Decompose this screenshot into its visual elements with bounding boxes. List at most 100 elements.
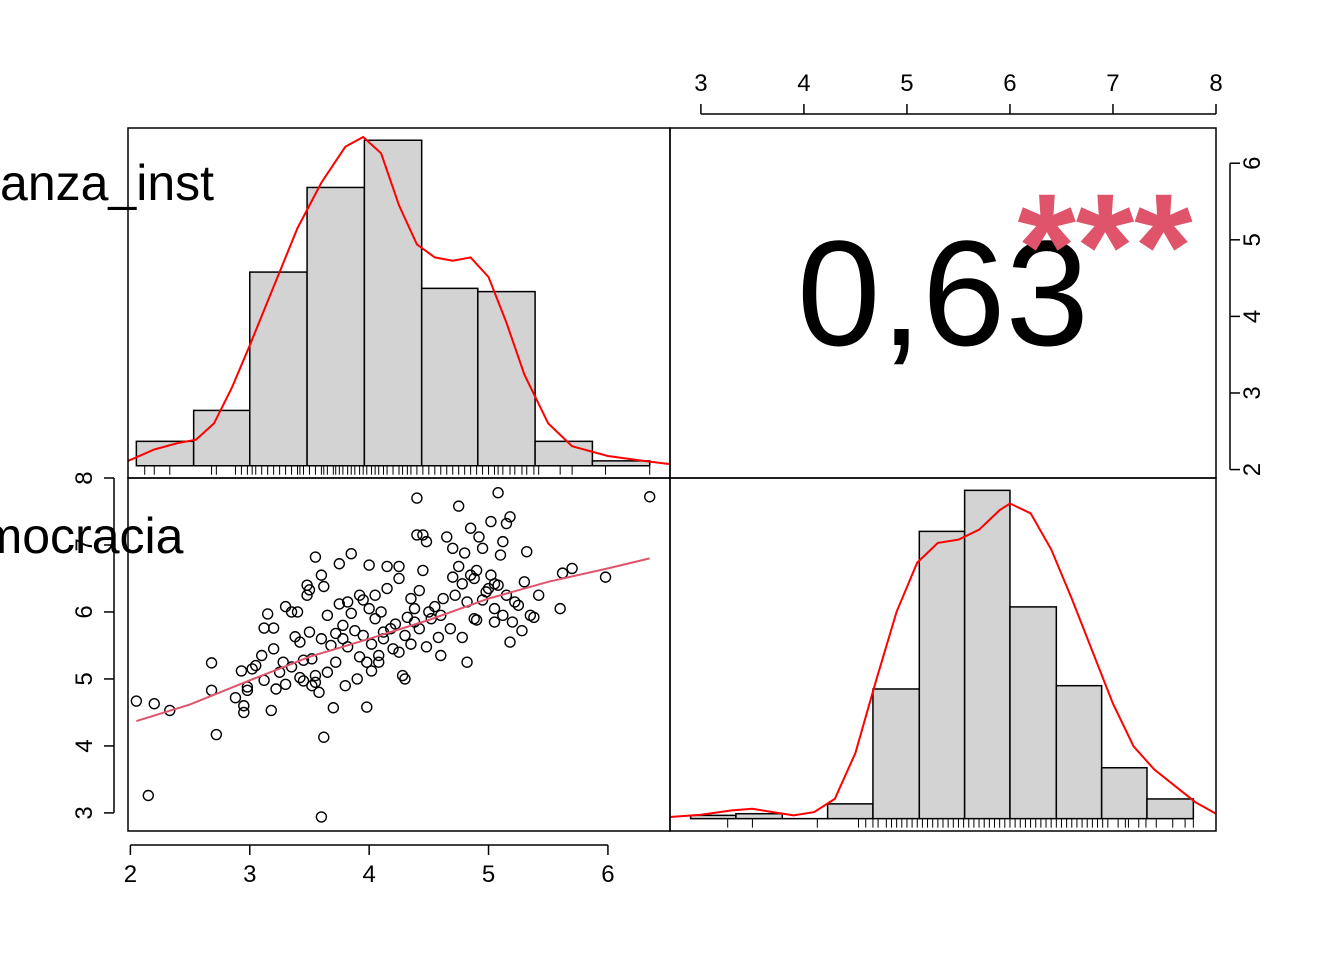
y-axis-right-tick-label: 5: [1239, 233, 1266, 246]
scatter-point: [294, 636, 306, 648]
scatter-point: [303, 584, 316, 596]
scatter-point: [345, 547, 357, 560]
scatter-point: [506, 616, 519, 628]
histogram-panel-sub-democracia: sub_democracia: [0, 489, 1217, 828]
scatter-point: [205, 657, 218, 669]
scatter-point: [246, 663, 258, 675]
scatter-point: [306, 679, 318, 692]
scatter-point: [411, 529, 423, 541]
density-curve: [669, 502, 1217, 818]
correlation-value: 0,63: [797, 209, 1089, 377]
scatter-point: [417, 529, 429, 541]
scatter-point: [387, 643, 399, 655]
histogram-bar: [1055, 684, 1103, 820]
scatter-point: [333, 558, 346, 570]
frame-bottom-right: [669, 477, 1217, 832]
scatter-point: [417, 564, 429, 577]
frame-bottom-left: [127, 477, 671, 832]
scatter-point: [447, 542, 459, 555]
scatter-point: [351, 673, 363, 685]
scatter-point: [142, 789, 154, 802]
scatter-point: [164, 704, 176, 717]
scatter-point: [361, 701, 373, 713]
y-axis-left-tick-label: 8: [71, 471, 98, 484]
scatter-panel: [130, 487, 656, 823]
x-axis-bottom-tick-label: 5: [482, 861, 495, 888]
scatter-point: [405, 592, 417, 605]
scatter-point: [532, 589, 545, 601]
scatter-point: [373, 656, 385, 668]
scatter-point: [250, 659, 262, 672]
x-axis-top-tick-label: 3: [694, 70, 707, 97]
scatter-point: [435, 649, 447, 662]
scatter-point: [258, 622, 270, 634]
scatter-point: [452, 560, 465, 573]
scatter-point: [405, 638, 417, 650]
scatter-point: [485, 515, 497, 528]
histogram-bar: [1009, 606, 1058, 820]
scatter-point: [444, 623, 457, 635]
histogram-bar: [306, 186, 366, 467]
scatter-point: [339, 679, 351, 692]
scatter-point: [556, 567, 569, 579]
scatter-point: [148, 698, 160, 710]
x-axis-bottom-tick-label: 6: [601, 861, 614, 888]
scatter-point: [500, 517, 513, 530]
histogram-bar: [826, 803, 874, 820]
scatter-point: [318, 580, 330, 593]
scatter-point: [267, 622, 280, 634]
scatter-point: [393, 560, 405, 573]
histogram-bar: [420, 287, 479, 467]
y-axis-right-tick-label: 4: [1239, 310, 1266, 323]
scatter-point: [468, 572, 480, 585]
scatter-point: [528, 611, 540, 624]
scatter-point: [456, 631, 468, 644]
y-axis-left-tick-label: 6: [71, 605, 98, 618]
scatter-point: [267, 643, 280, 655]
scatter-point: [504, 636, 516, 648]
scatter-point: [294, 671, 306, 684]
scatter-point: [327, 702, 340, 714]
scatter-point: [313, 686, 325, 699]
scatter-point: [464, 522, 477, 534]
x-axis-bottom-tick-label: 4: [362, 861, 375, 888]
scatter-point: [423, 606, 435, 618]
scatter-point: [270, 683, 282, 695]
x-axis-bottom-tick-label: 3: [243, 861, 256, 888]
scatter-point: [420, 535, 433, 548]
scatter-point: [309, 669, 322, 682]
scatter-point: [291, 606, 304, 618]
scatter-point: [369, 589, 381, 601]
scatter-point: [238, 706, 250, 719]
scatter-point: [452, 500, 465, 512]
scatter-point: [504, 511, 516, 523]
scatter-point: [413, 623, 425, 635]
scatter-point: [365, 665, 378, 677]
y-axis-right-tick-label: 3: [1239, 386, 1266, 399]
scatter-point: [396, 669, 409, 682]
x-axis-top-tick-label: 4: [797, 70, 810, 97]
histogram-bar: [872, 688, 921, 820]
scatter-point: [309, 551, 322, 563]
scatter-point: [429, 600, 441, 613]
histogram-bar: [192, 409, 251, 467]
scatter-point: [492, 487, 504, 499]
scatter-point: [373, 649, 385, 662]
scatter-point: [488, 616, 501, 628]
scatter-point: [599, 571, 612, 583]
scatter-point: [303, 626, 316, 638]
histogram-panel-sub-confianza-inst: sub_confianza_inst: [0, 135, 671, 475]
x-axis-bottom-tick-label: 2: [124, 861, 137, 888]
scatter-point: [441, 531, 453, 543]
y-axis-left-tick-label: 7: [71, 538, 98, 551]
scatter-point: [321, 609, 334, 622]
histogram-bar: [363, 139, 423, 467]
histogram-bar: [249, 271, 308, 467]
scatter-point: [461, 656, 473, 668]
scatter-point: [241, 684, 254, 697]
scatter-point: [265, 704, 277, 717]
scatter-point: [363, 602, 375, 615]
histogram-bar: [591, 460, 651, 467]
scatter-point: [238, 700, 250, 712]
scatter-point: [399, 673, 411, 685]
